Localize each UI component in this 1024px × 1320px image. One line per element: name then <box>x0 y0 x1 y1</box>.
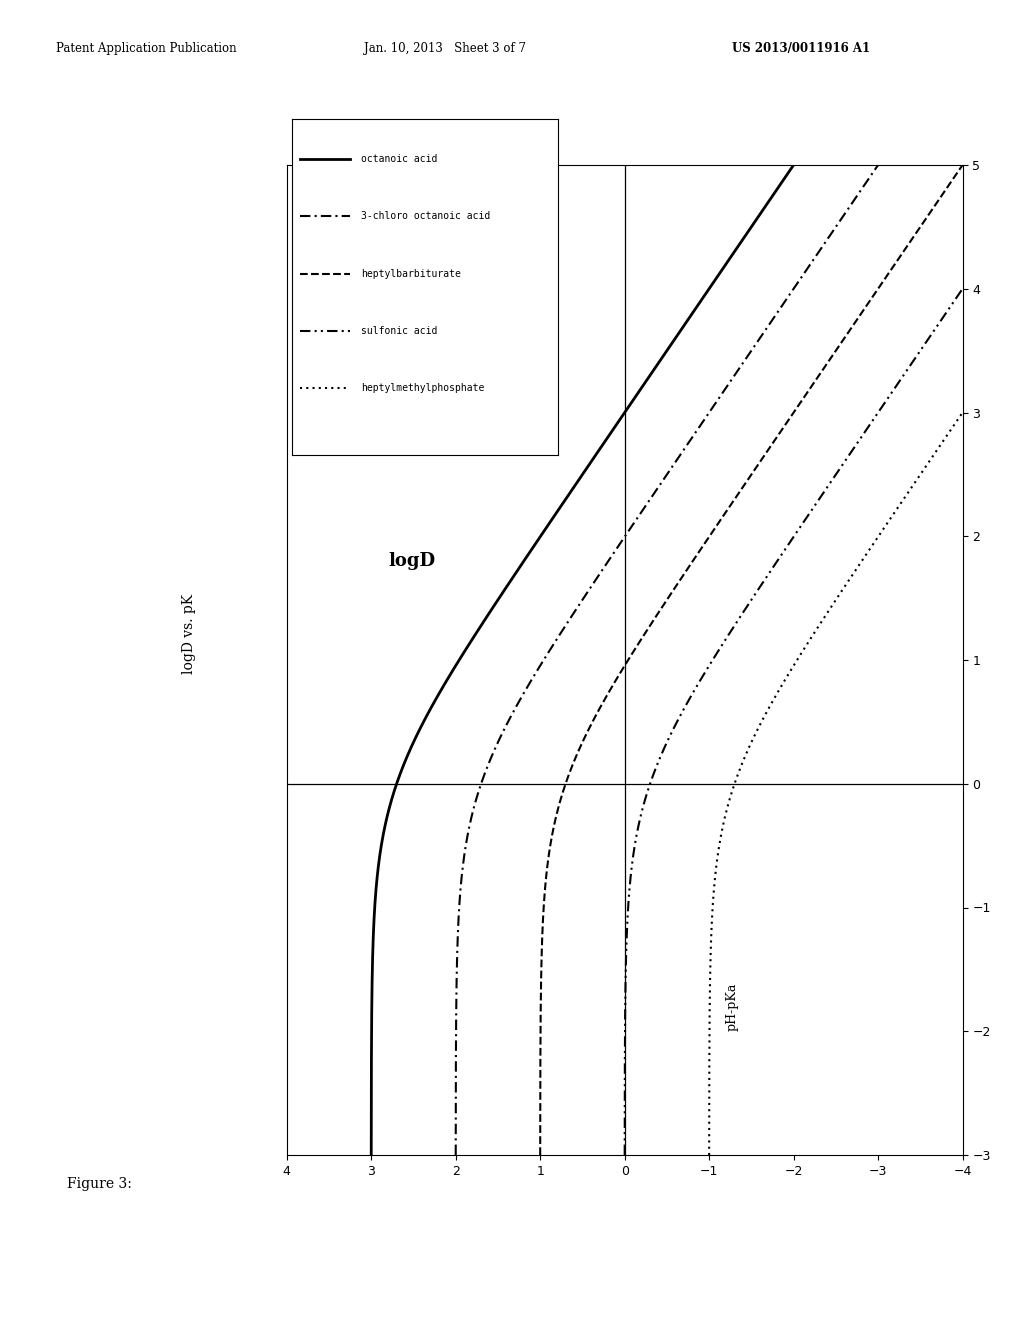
Text: pH-pKa: pH-pKa <box>726 982 739 1031</box>
Text: octanoic acid: octanoic acid <box>361 154 437 164</box>
Text: heptylmethylphosphate: heptylmethylphosphate <box>361 383 484 393</box>
Text: sulfonic acid: sulfonic acid <box>361 326 437 335</box>
Text: Figure 3:: Figure 3: <box>67 1177 131 1192</box>
Text: logD: logD <box>388 552 435 570</box>
Text: Patent Application Publication: Patent Application Publication <box>56 42 237 55</box>
Text: Jan. 10, 2013   Sheet 3 of 7: Jan. 10, 2013 Sheet 3 of 7 <box>364 42 525 55</box>
Text: heptylbarbiturate: heptylbarbiturate <box>361 269 461 279</box>
Text: US 2013/0011916 A1: US 2013/0011916 A1 <box>732 42 870 55</box>
Text: logD vs. pK: logD vs. pK <box>182 594 197 673</box>
Text: 3-chloro octanoic acid: 3-chloro octanoic acid <box>361 211 490 222</box>
